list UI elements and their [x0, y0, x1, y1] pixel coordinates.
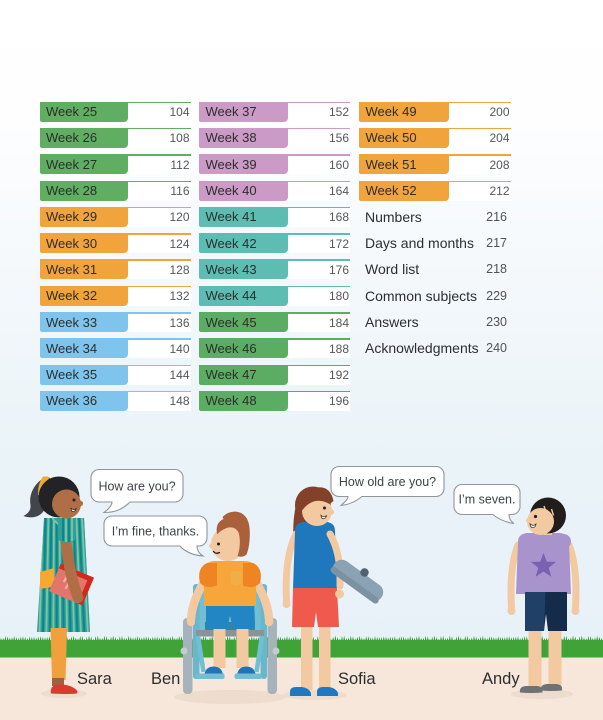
svg-text:Sofia: Sofia: [338, 670, 376, 688]
svg-text:Andy: Andy: [482, 670, 520, 688]
svg-text:How are you?: How are you?: [98, 480, 175, 494]
svg-text:I’m fine, thanks.: I’m fine, thanks.: [112, 525, 200, 539]
svg-text:Sara: Sara: [77, 670, 113, 688]
svg-text:Ben: Ben: [151, 670, 180, 688]
svg-text:I’m seven.: I’m seven.: [459, 493, 516, 507]
svg-text:How old are you?: How old are you?: [339, 475, 436, 489]
